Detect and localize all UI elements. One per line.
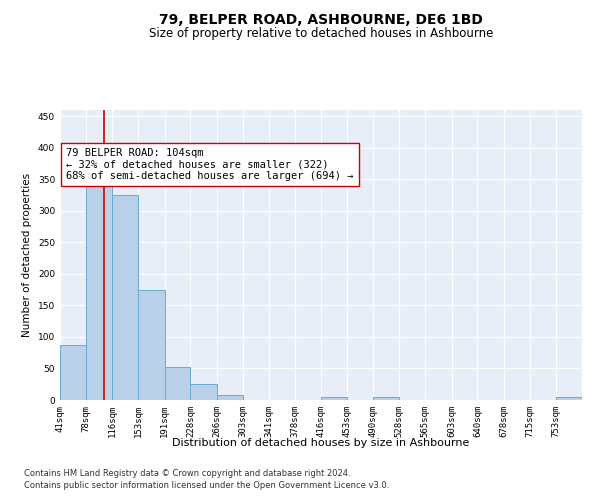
Bar — [60, 344, 86, 400]
Text: Contains HM Land Registry data © Crown copyright and database right 2024.: Contains HM Land Registry data © Crown c… — [24, 468, 350, 477]
Bar — [217, 395, 242, 400]
Bar — [164, 367, 190, 400]
Bar — [112, 195, 138, 400]
Bar — [322, 397, 347, 400]
Bar — [556, 397, 582, 400]
Text: 79 BELPER ROAD: 104sqm
← 32% of detached houses are smaller (322)
68% of semi-de: 79 BELPER ROAD: 104sqm ← 32% of detached… — [66, 148, 354, 181]
Bar — [138, 290, 164, 400]
Text: Size of property relative to detached houses in Ashbourne: Size of property relative to detached ho… — [149, 28, 493, 40]
Bar — [86, 176, 112, 400]
Text: Distribution of detached houses by size in Ashbourne: Distribution of detached houses by size … — [172, 438, 470, 448]
Text: 79, BELPER ROAD, ASHBOURNE, DE6 1BD: 79, BELPER ROAD, ASHBOURNE, DE6 1BD — [159, 12, 483, 26]
Bar — [190, 384, 217, 400]
Y-axis label: Number of detached properties: Number of detached properties — [22, 173, 32, 337]
Bar — [373, 397, 400, 400]
Text: Contains public sector information licensed under the Open Government Licence v3: Contains public sector information licen… — [24, 481, 389, 490]
